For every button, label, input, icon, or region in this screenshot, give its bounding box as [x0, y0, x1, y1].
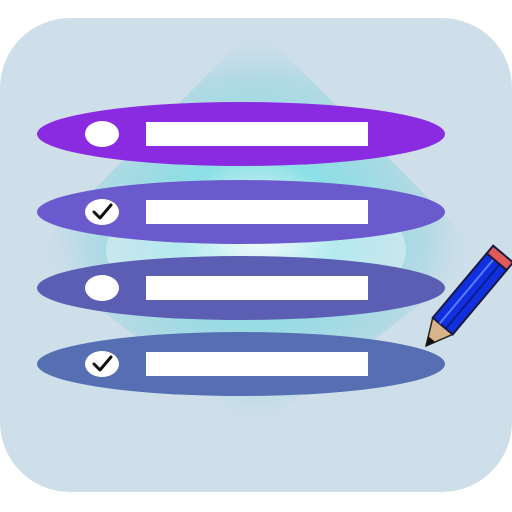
- unchecked-circle-icon: [85, 275, 119, 301]
- checklist-row: [37, 102, 445, 166]
- row-text-bar: [146, 122, 368, 146]
- checklist: [37, 102, 445, 396]
- checkmark-icon: [92, 203, 113, 220]
- checklist-row: [37, 180, 445, 244]
- checklist-row: [37, 332, 445, 396]
- pencil-lead: [426, 336, 436, 346]
- row-text-bar: [146, 352, 368, 376]
- checked-circle-icon: [85, 199, 119, 225]
- row-text-bar: [146, 200, 368, 224]
- unchecked-circle-icon: [85, 121, 119, 147]
- checklist-row: [37, 256, 445, 320]
- checked-circle-icon: [85, 351, 119, 377]
- pencil-eraser: [485, 244, 512, 272]
- pencil-icon: [424, 244, 512, 348]
- row-text-bar: [146, 276, 368, 300]
- checkmark-icon: [92, 355, 113, 372]
